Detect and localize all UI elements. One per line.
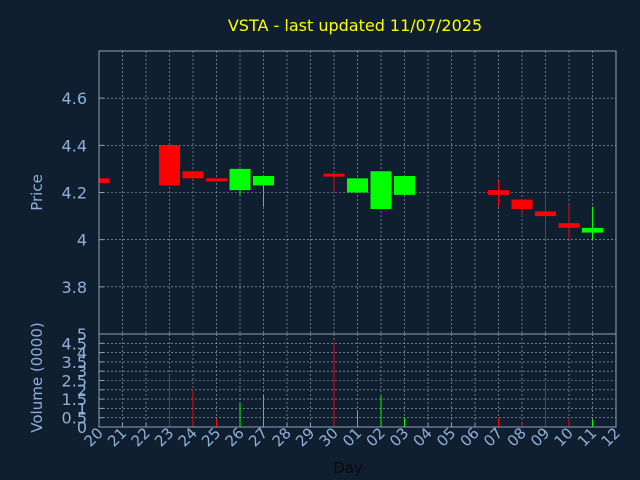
volume-y-tick-label: 0: [77, 418, 87, 437]
price-y-tick-label: 3.8: [62, 278, 87, 297]
day-x-tick-label: 28: [269, 424, 295, 450]
candle: [98, 178, 110, 184]
candle-body: [159, 145, 180, 186]
day-x-tick-label: 12: [598, 424, 624, 450]
candle: [370, 171, 392, 210]
day-x-tick-label: 26: [222, 424, 248, 450]
candle: [394, 175, 415, 195]
candle-body: [558, 223, 580, 228]
price-y-tick-label: 4.6: [62, 89, 87, 108]
candle-body: [229, 168, 251, 191]
price-y-ticks: 3.8 4 4.2 4.4 4.6: [62, 89, 104, 297]
candle-body: [182, 171, 204, 179]
volume-y-tick-label: 4: [77, 344, 87, 363]
candle: [323, 173, 345, 193]
candlestick-series: [98, 145, 603, 240]
day-x-tick-label: 04: [410, 424, 436, 450]
price-y-tick-label: 4: [77, 231, 87, 250]
candle-body: [535, 211, 556, 217]
candle: [582, 206, 603, 240]
candle-body: [394, 175, 415, 195]
candle-body: [323, 173, 345, 177]
day-x-tick-label: 03: [386, 424, 412, 450]
day-x-tick-label: 22: [128, 424, 154, 450]
candle: [206, 178, 227, 182]
price-y-tick-label: 4.4: [62, 136, 87, 155]
candle-body: [347, 178, 368, 193]
candle: [347, 178, 368, 193]
day-x-tick-label: 08: [504, 424, 530, 450]
candle: [253, 175, 274, 207]
candle: [229, 168, 251, 195]
candle-body: [253, 175, 274, 186]
day-x-tick-label: 07: [480, 424, 506, 450]
volume-y-tick-label: 3.5: [62, 353, 87, 372]
volume-y-ticks: 00.511.522.533.544.55: [62, 325, 104, 437]
volume-y-tick-label: 2: [77, 381, 87, 400]
day-x-tick-label: 30: [316, 424, 342, 450]
candle: [511, 199, 533, 217]
day-x-tick-label: 09: [527, 424, 553, 450]
candle-body: [582, 227, 603, 233]
volume-y-tick-label: 0.5: [62, 409, 87, 428]
volume-plot-frame: [98, 333, 617, 428]
candle-body: [511, 199, 533, 210]
candle-body: [488, 190, 509, 195]
candle: [182, 171, 204, 179]
day-x-tick-label: 10: [551, 424, 577, 450]
candle-body: [99, 178, 110, 184]
candle: [558, 204, 580, 240]
volume-y-tick-label: 1.5: [62, 390, 87, 409]
price-axis-label: Price: [28, 174, 46, 211]
candle: [535, 192, 556, 240]
day-x-tick-label: 24: [175, 424, 201, 450]
day-x-tick-label: 25: [198, 424, 224, 450]
day-x-tick-label: 27: [245, 424, 271, 450]
volume-axis-label: Volume (0000): [28, 322, 46, 432]
candle-body: [206, 178, 227, 182]
day-axis-label: Day: [333, 459, 363, 477]
candle-body: [370, 171, 392, 210]
candle: [488, 180, 509, 207]
day-x-tick-label: 01: [339, 424, 365, 450]
day-x-tick-label: 02: [363, 424, 389, 450]
day-x-tick-label: 11: [574, 424, 600, 450]
volume-y-tick-label: 5: [77, 325, 87, 344]
volume-y-tick-label: 1: [77, 399, 87, 418]
volume-y-tick-label: 2.5: [62, 372, 87, 391]
day-x-tick-label: 29: [292, 424, 318, 450]
candle: [159, 145, 180, 186]
price-y-tick-label: 4.2: [62, 184, 87, 203]
volume-y-tick-label: 4.5: [62, 334, 87, 353]
day-x-tick-label: 05: [433, 424, 459, 450]
day-x-tick-label: 21: [104, 424, 130, 450]
chart-title: VSTA - last updated 11/07/2025: [228, 16, 482, 35]
volume-y-tick-label: 3: [77, 362, 87, 381]
day-x-tick-label: 06: [457, 424, 483, 450]
day-x-tick-label: 23: [151, 424, 177, 450]
volume-series: [98, 341, 593, 427]
